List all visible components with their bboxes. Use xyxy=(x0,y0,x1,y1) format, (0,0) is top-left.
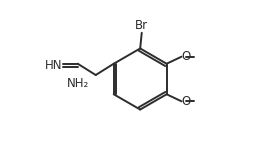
Text: O: O xyxy=(182,95,191,108)
Text: NH₂: NH₂ xyxy=(67,77,90,90)
Text: Br: Br xyxy=(135,19,148,32)
Text: O: O xyxy=(182,50,191,63)
Text: HN: HN xyxy=(44,59,62,72)
